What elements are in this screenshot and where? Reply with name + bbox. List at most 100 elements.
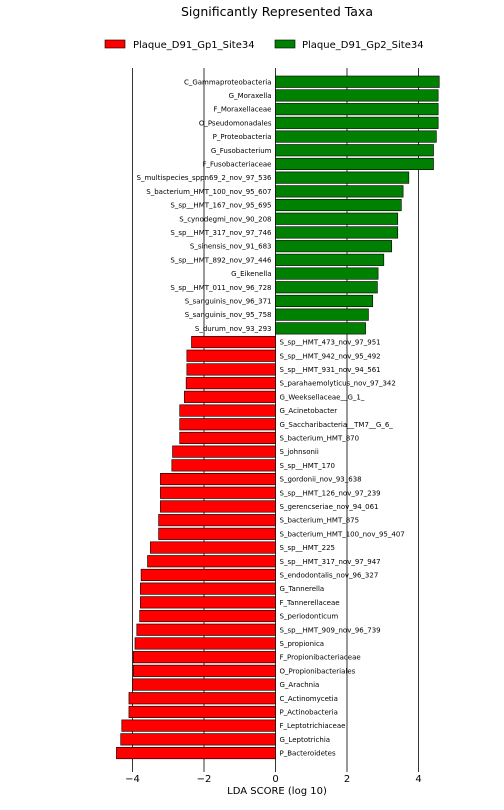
bar-label: G_Eikenella — [231, 270, 271, 278]
bar-label: P_Bacteroidetes — [280, 750, 336, 758]
bar-label: F_Leptotrichiaceae — [280, 722, 346, 730]
bar — [184, 390, 276, 403]
x-tick-label: −4 — [125, 774, 140, 785]
chart-title: Significantly Represented Taxa — [181, 4, 373, 19]
bar — [121, 719, 276, 732]
bar — [275, 171, 410, 184]
legend: Plaque_D91_Gp1_Site34 Plaque_D91_Gp2_Sit… — [104, 39, 424, 51]
bar — [147, 555, 276, 568]
bar — [191, 335, 276, 349]
x-axis-label: LDA SCORE (log 10) — [227, 786, 327, 797]
bar-label: O_Propionibacteriales — [280, 667, 356, 675]
bar-label: S_sanguinis_nov_95_758 — [185, 311, 272, 319]
bar-label: S_gerencseriae_nov_94_061 — [280, 503, 379, 511]
bar-label: S_sinensis_nov_91_683 — [190, 243, 272, 251]
bar — [116, 746, 276, 760]
bar-label: G_Leptotrichia — [280, 736, 331, 744]
bar-label: S_endodontalis_nov_96_327 — [280, 571, 379, 579]
bar-label: O_Pseudomonadales — [199, 119, 272, 127]
bar — [275, 116, 439, 129]
bar-label: S_bacterium_HMT_100_nov_95_607 — [146, 188, 271, 196]
bar-label: F_Tannerellaceae — [280, 599, 340, 607]
bar — [275, 308, 369, 321]
bar — [275, 281, 378, 294]
bar-label: S_gordonii_nov_93_638 — [280, 476, 362, 484]
bar — [186, 349, 276, 362]
bar-label: S_sp__HMT_317_nov_97_947 — [280, 558, 381, 566]
bar — [275, 267, 379, 280]
legend-label-gp1: Plaque_D91_Gp1_Site34 — [133, 40, 255, 51]
bar — [275, 322, 366, 335]
bar — [186, 363, 276, 376]
bar — [275, 294, 374, 308]
bar-label: G_Fusobacterium — [211, 147, 272, 155]
bar — [275, 89, 439, 102]
bar — [132, 678, 276, 691]
bar — [275, 157, 434, 170]
bar — [158, 514, 276, 527]
bar — [140, 582, 276, 595]
bar-label: S_bacterium_HMT_100_nov_95_407 — [280, 530, 405, 538]
bar-label: F_Propionibacteriaceae — [280, 654, 361, 662]
bar — [158, 527, 276, 540]
bar-label: G_Acinetobacter — [280, 407, 338, 415]
bars — [116, 75, 440, 760]
bar — [179, 418, 276, 431]
bar-label: F_Moraxellaceae — [213, 106, 271, 114]
bar — [179, 404, 276, 417]
bar — [179, 431, 276, 445]
bar — [160, 472, 276, 486]
bar — [275, 185, 404, 198]
bar-label: S_sanguinis_nov_96_371 — [185, 297, 272, 305]
bar-label: S_multispecies_sppn69_2_nov_97_536 — [137, 174, 272, 182]
legend-swatch-gp1 — [104, 39, 126, 49]
bar-label: G_Weeksellaceae__G_1_ — [280, 393, 365, 401]
legend-label-gp2: Plaque_D91_Gp2_Site34 — [302, 40, 424, 51]
bar-label: P_Proteobacteria — [213, 133, 272, 141]
bar — [172, 445, 276, 458]
bar-label: G_Saccharibacteria__TM7__G_6_ — [280, 421, 394, 429]
bar — [132, 651, 276, 664]
bar-label: S_sp__HMT_909_nov_96_739 — [280, 626, 381, 634]
bar-label: S_johnsonii — [280, 448, 319, 456]
bar-label: S_propionica — [280, 640, 325, 648]
bar — [120, 733, 276, 746]
bar-label: S_sp__HMT_225 — [280, 544, 335, 552]
bar — [275, 199, 402, 212]
bar — [140, 568, 276, 582]
bar — [275, 130, 437, 143]
bar-label: S_bacterium_HMT_875 — [280, 517, 360, 525]
bar-label: G_Moraxella — [229, 92, 272, 100]
bar-label: S_sp__HMT_170 — [280, 462, 335, 470]
bar — [150, 541, 276, 554]
bar — [275, 144, 434, 157]
bar-label: S_sp__HMT_317_nov_97_746 — [170, 229, 272, 237]
x-tick-label: −2 — [197, 774, 212, 785]
bar — [185, 377, 276, 390]
bar-label: S_sp__HMT_167_nov_95_695 — [170, 202, 271, 210]
bar-label: S_cynodegmi_nov_90_208 — [179, 215, 271, 223]
bar — [128, 705, 276, 719]
bar-label: C_Gammaproteobacteria — [184, 78, 272, 86]
x-tick-label: 2 — [344, 774, 350, 785]
bar — [275, 103, 439, 116]
bar — [128, 692, 276, 705]
bar — [275, 212, 399, 225]
bar-label: S_sp__HMT_942_nov_95_492 — [280, 352, 381, 360]
bar — [275, 75, 440, 88]
bar — [134, 637, 276, 650]
bar-label: S_sp__HMT_011_nov_96_728 — [170, 284, 271, 292]
bar-label: S_sp__HMT_473_nov_97_951 — [280, 339, 381, 347]
bar — [136, 623, 276, 636]
bar-label: G_Tannerella — [280, 585, 325, 593]
bar-label: F_Fusobacteriaceae — [202, 160, 271, 168]
bar — [275, 240, 392, 253]
bar-label: S_sp__HMT_892_nov_97_446 — [170, 256, 272, 264]
bar — [160, 500, 276, 513]
bar — [275, 253, 385, 266]
bar-label: S_periodonticum — [280, 613, 339, 621]
x-tick-label: 4 — [415, 774, 421, 785]
bar-label: S_durum_nov_93_293 — [195, 325, 272, 333]
bar-label: S_bacterium_HMT_870 — [280, 434, 360, 442]
